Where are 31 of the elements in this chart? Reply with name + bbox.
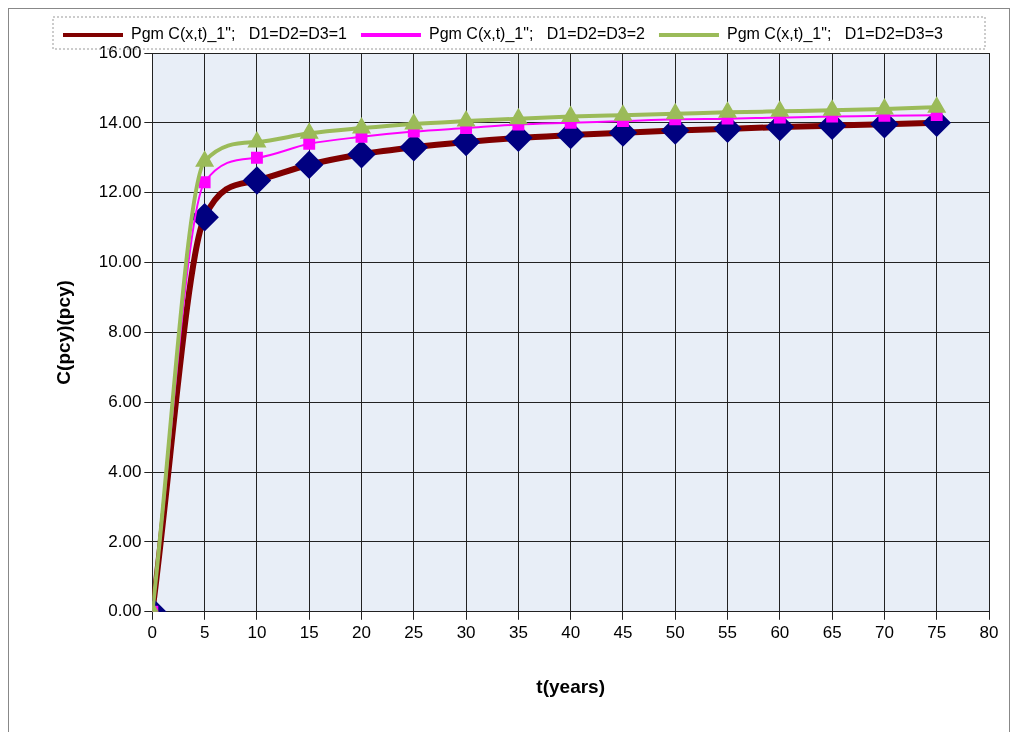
x-tick-label: 65	[822, 622, 842, 642]
legend-label: Pgm C(x,t)_1"; D1=D2=D3=1	[131, 25, 348, 44]
x-tick-label: 55	[718, 622, 738, 642]
x-tick-label: 45	[613, 622, 633, 642]
x-tick-label: 0	[147, 622, 158, 642]
x-axis-title: t(years)	[536, 675, 605, 697]
y-tick-label: 12.00	[98, 182, 142, 202]
y-tick-label: 14.00	[98, 112, 142, 132]
x-tick-label: 10	[247, 622, 267, 642]
legend-label: Pgm C(x,t)_1"; D1=D2=D3=2	[428, 25, 646, 44]
x-tick-label: 80	[979, 622, 999, 642]
y-axis-title: C(pcy)(pcy)	[52, 280, 74, 385]
y-tick-label: 2.00	[108, 531, 142, 551]
x-tick-label: 5	[199, 622, 210, 642]
x-tick-label: 35	[508, 622, 528, 642]
x-tick-label: 30	[456, 622, 476, 642]
x-tick-label: 75	[927, 622, 947, 642]
x-tick-label: 15	[299, 622, 319, 642]
y-tick-label: 6.00	[108, 391, 142, 411]
y-tick-label: 10.00	[98, 252, 142, 272]
x-tick-label: 25	[404, 622, 424, 642]
legend-label: Pgm C(x,t)_1"; D1=D2=D3=3	[726, 25, 944, 44]
y-tick-label: 8.00	[108, 322, 142, 342]
y-tick-label: 0.00	[108, 601, 142, 621]
x-tick-label: 50	[665, 622, 685, 642]
x-tick-label: 60	[770, 622, 790, 642]
x-tick-label: 20	[352, 622, 371, 642]
y-tick-label: 16.00	[98, 42, 142, 62]
y-tick-label: 4.00	[108, 461, 142, 481]
x-tick-label: 70	[874, 622, 894, 642]
x-tick-label: 40	[561, 622, 581, 642]
